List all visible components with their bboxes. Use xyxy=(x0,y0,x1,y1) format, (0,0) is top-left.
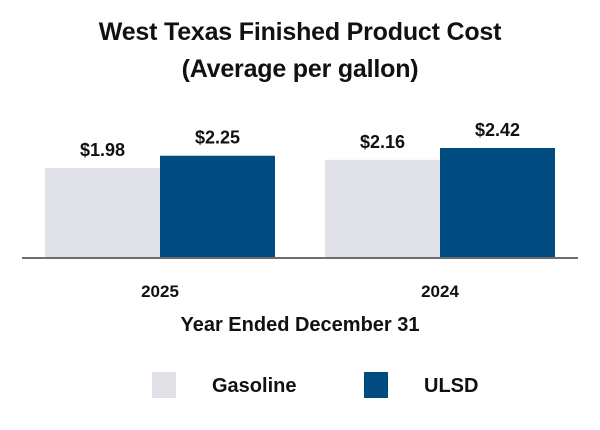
chart-title: West Texas Finished Product Cost xyxy=(98,18,502,46)
bar-ulsd-2024 xyxy=(440,148,555,258)
bar-gasoline-2024 xyxy=(325,159,440,258)
x-axis-label: Year Ended December 31 xyxy=(180,314,419,336)
legend-swatch-ulsd xyxy=(364,372,388,398)
x-tick-label-2025: 2025 xyxy=(141,282,179,301)
chart-subtitle: (Average per gallon) xyxy=(181,55,419,83)
legend-label-ulsd: ULSD xyxy=(424,375,479,397)
legend-label-gasoline: Gasoline xyxy=(212,375,297,397)
data-label-ulsd-2025: $2.25 xyxy=(195,128,240,148)
bar-ulsd-2025 xyxy=(160,155,275,258)
legend-swatch-gasoline xyxy=(152,372,176,398)
bar-gasoline-2025 xyxy=(45,168,160,258)
data-label-ulsd-2024: $2.42 xyxy=(475,120,520,140)
data-label-gasoline-2025: $1.98 xyxy=(80,140,125,160)
data-label-gasoline-2024: $2.16 xyxy=(360,132,405,152)
x-tick-label-2024: 2024 xyxy=(421,282,459,301)
